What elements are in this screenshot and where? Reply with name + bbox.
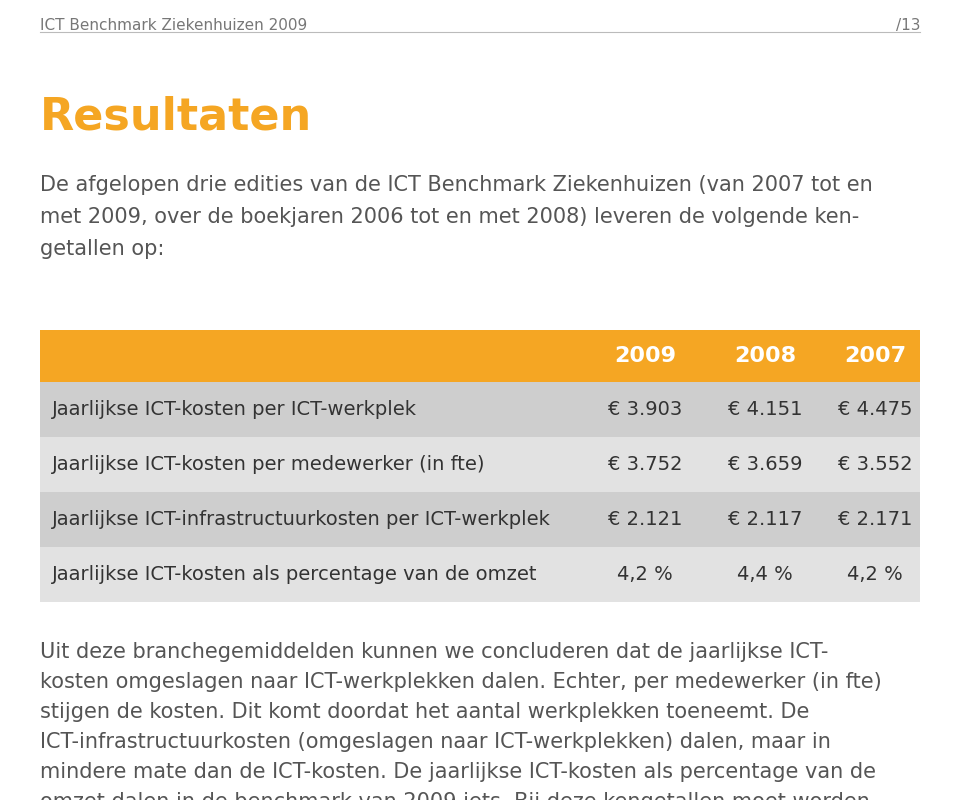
Text: ICT-infrastructuurkosten (omgeslagen naar ICT-werkplekken) dalen, maar in: ICT-infrastructuurkosten (omgeslagen naa… [40,732,830,752]
Text: Uit deze branchegemiddelden kunnen we concluderen dat de jaarlijkse ICT-: Uit deze branchegemiddelden kunnen we co… [40,642,828,662]
Text: Jaarlijkse ICT-kosten per medewerker (in fte): Jaarlijkse ICT-kosten per medewerker (in… [52,455,486,474]
Text: € 2.121: € 2.121 [608,510,683,529]
Text: met 2009, over de boekjaren 2006 tot en met 2008) leveren de volgende ken-: met 2009, over de boekjaren 2006 tot en … [40,207,859,227]
Text: 4,2 %: 4,2 % [617,565,673,584]
Text: € 3.903: € 3.903 [608,400,683,419]
Text: 2007: 2007 [844,346,906,366]
Text: mindere mate dan de ICT-kosten. De jaarlijkse ICT-kosten als percentage van de: mindere mate dan de ICT-kosten. De jaarl… [40,762,876,782]
Text: Jaarlijkse ICT-infrastructuurkosten per ICT-werkplek: Jaarlijkse ICT-infrastructuurkosten per … [52,510,551,529]
Bar [40,547,920,602]
Text: € 2.117: € 2.117 [728,510,803,529]
Text: kosten omgeslagen naar ICT-werkplekken dalen. Echter, per medewerker (in fte): kosten omgeslagen naar ICT-werkplekken d… [40,672,881,692]
Text: omzet dalen in de benchmark van 2009 iets. Bij deze kengetallen moet worden: omzet dalen in de benchmark van 2009 iet… [40,792,870,800]
Text: Jaarlijkse ICT-kosten per ICT-werkplek: Jaarlijkse ICT-kosten per ICT-werkplek [52,400,417,419]
Text: € 3.552: € 3.552 [838,455,912,474]
Text: € 2.171: € 2.171 [838,510,912,529]
Text: Jaarlijkse ICT-kosten als percentage van de omzet: Jaarlijkse ICT-kosten als percentage van… [52,565,538,584]
Text: stijgen de kosten. Dit komt doordat het aantal werkplekken toeneemt. De: stijgen de kosten. Dit komt doordat het … [40,702,809,722]
Text: € 4.151: € 4.151 [728,400,803,419]
Text: Resultaten: Resultaten [40,95,312,138]
Text: 2008: 2008 [734,346,796,366]
Text: € 3.659: € 3.659 [728,455,803,474]
Text: getallen op:: getallen op: [40,239,164,259]
Text: 4,4 %: 4,4 % [737,565,793,584]
Text: 2009: 2009 [614,346,676,366]
Bar [40,492,920,547]
Text: € 4.475: € 4.475 [838,400,912,419]
Text: ICT Benchmark Ziekenhuizen 2009: ICT Benchmark Ziekenhuizen 2009 [40,18,307,33]
Text: € 3.752: € 3.752 [608,455,683,474]
Text: 4,2 %: 4,2 % [847,565,902,584]
Bar [40,437,920,492]
Text: /13: /13 [896,18,920,33]
Bar [40,330,920,382]
Text: De afgelopen drie edities van de ICT Benchmark Ziekenhuizen (van 2007 tot en: De afgelopen drie edities van de ICT Ben… [40,175,873,195]
Bar [40,382,920,437]
